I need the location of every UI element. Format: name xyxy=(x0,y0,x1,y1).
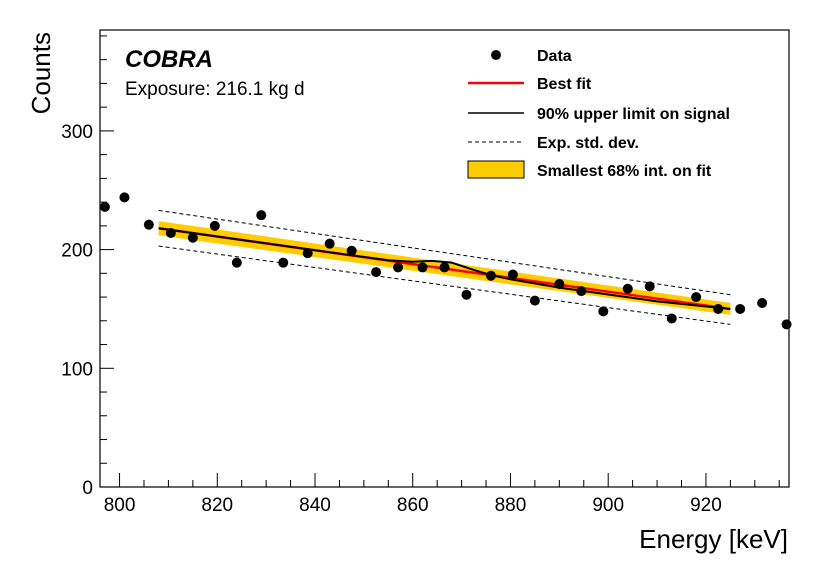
data-point xyxy=(165,227,176,238)
data-point xyxy=(666,313,677,324)
y-tick-label: 100 xyxy=(61,359,93,380)
data-point xyxy=(735,303,746,314)
data-point xyxy=(598,306,609,317)
data-point xyxy=(713,303,724,314)
std-dev-lower-line xyxy=(158,245,731,325)
data-point xyxy=(209,220,220,231)
legend-label-std-dev: Exp. std. dev. xyxy=(537,135,639,152)
data-point xyxy=(99,201,110,212)
std-dev-upper-line xyxy=(158,209,731,296)
x-tick-label: 820 xyxy=(201,495,233,516)
legend-label-band: Smallest 68% int. on fit xyxy=(537,163,712,180)
y-tick-label: 300 xyxy=(61,122,93,143)
x-tick-label: 800 xyxy=(104,495,136,516)
data-point xyxy=(256,210,267,221)
data-point xyxy=(757,298,768,309)
tick-labels: 800 820 840 860 880 900 920 0 100 200 300 xyxy=(61,122,721,516)
data-point xyxy=(324,238,335,249)
data-point xyxy=(554,279,565,290)
data-point xyxy=(302,248,313,259)
data-point xyxy=(781,319,792,330)
legend-label-best-fit: Best fit xyxy=(537,76,592,93)
experiment-label: COBRA xyxy=(125,46,213,73)
data-point xyxy=(231,257,242,268)
data-point xyxy=(461,289,472,300)
legend-label-data: Data xyxy=(537,48,572,65)
legend-marker-data xyxy=(491,50,501,60)
upper-limit-line xyxy=(158,227,731,310)
data-point xyxy=(143,219,154,230)
data-point xyxy=(507,269,518,280)
data-point xyxy=(371,267,382,278)
data-point xyxy=(691,292,702,303)
x-axis-title: Energy [keV] xyxy=(639,524,788,554)
legend-marker-band xyxy=(467,160,525,179)
data-point xyxy=(393,262,404,273)
x-tick-label: 860 xyxy=(397,495,429,516)
data-point xyxy=(576,286,587,297)
y-tick-label: 200 xyxy=(61,241,93,262)
legend-label-upper-limit: 90% upper limit on signal xyxy=(537,106,730,123)
data-point xyxy=(485,270,496,281)
x-tick-label: 920 xyxy=(690,495,722,516)
data-point xyxy=(187,232,198,243)
data-point xyxy=(278,257,289,268)
x-tick-label: 840 xyxy=(299,495,331,516)
exposure-label: Exposure: 216.1 kg d xyxy=(125,79,305,100)
x-tick-label: 880 xyxy=(495,495,527,516)
data-point xyxy=(439,262,450,273)
data-point xyxy=(622,283,633,294)
y-axis-title: Counts xyxy=(26,32,56,114)
data-point xyxy=(529,295,540,306)
x-tick-label: 900 xyxy=(592,495,624,516)
data-point xyxy=(644,281,655,292)
legend: Data Best fit 90% upper limit on signal … xyxy=(467,48,730,180)
plot-frame xyxy=(99,29,790,488)
points-layer xyxy=(99,192,792,330)
data-point xyxy=(119,192,130,203)
data-point xyxy=(417,262,428,273)
ticks-layer xyxy=(100,35,780,488)
data-point xyxy=(346,245,357,256)
y-tick-label: 0 xyxy=(82,478,93,499)
